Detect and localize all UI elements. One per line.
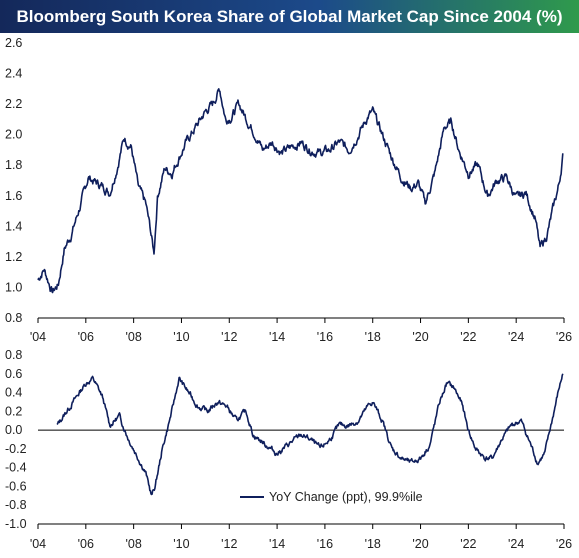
x-tick-label: '18 (365, 537, 381, 551)
x-tick-label: '08 (125, 537, 141, 551)
x-tick-label: '16 (317, 330, 333, 344)
x-tick-label: '16 (317, 537, 333, 551)
x-tick-label: '24 (508, 537, 524, 551)
y-tick-label: -0.2 (5, 442, 27, 456)
y-tick-label: -0.6 (5, 479, 27, 493)
x-tick-label: '26 (556, 537, 572, 551)
y-tick-label: 1.4 (5, 219, 22, 233)
x-tick-label: '24 (508, 330, 524, 344)
x-tick-label: '22 (460, 537, 476, 551)
share-panel: 0.8 1.0 1.2 1.4 1.6 1.8 2.0 2.2 2.4 2.6 '04 '06 '08 '… (5, 36, 572, 344)
series-line (57, 374, 563, 495)
y-tick-label: 1.2 (5, 250, 22, 264)
y-tick-label: 1.6 (5, 189, 22, 203)
x-tick-label: '14 (269, 537, 285, 551)
y-tick-label: 0.0 (5, 423, 22, 437)
y-tick-label: -0.8 (5, 498, 27, 512)
y-tick-label: 0.6 (5, 367, 22, 381)
x-tick-label: '20 (412, 537, 428, 551)
x-tick-label: '06 (78, 537, 94, 551)
x-tick-label: '12 (221, 330, 237, 344)
x-tick-label: '12 (221, 537, 237, 551)
y-tick-label: 2.0 (5, 128, 22, 142)
y-tick-label: 1.8 (5, 158, 22, 172)
y-tick-label: 0.8 (5, 348, 22, 362)
y-tick-label: 1.0 (5, 280, 22, 294)
y-tick-label: 2.4 (5, 67, 22, 81)
yoy-panel: -1.0 -0.8 -0.6 -0.4 -0.2 0.0 0.2 0.4 0.6 0.8 '04 '0… (5, 348, 572, 551)
x-tick-label: '08 (125, 330, 141, 344)
y-tick-label: 2.2 (5, 97, 22, 111)
x-tick-label: '20 (412, 330, 428, 344)
x-tick-label: '10 (173, 330, 189, 344)
x-tick-label: '14 (269, 330, 285, 344)
x-tick-label: '04 (30, 330, 46, 344)
legend-label: YoY Change (ppt), 99.9%ile (269, 490, 423, 504)
series-line (38, 89, 563, 293)
x-tick-label: '10 (173, 537, 189, 551)
x-tick-label: '04 (30, 537, 46, 551)
x-tick-label: '18 (365, 330, 381, 344)
x-tick-label: '22 (460, 330, 476, 344)
x-tick-label: '06 (78, 330, 94, 344)
y-tick-label: -1.0 (5, 517, 27, 531)
y-tick-label: 0.8 (5, 311, 22, 325)
y-tick-label: -0.4 (5, 461, 27, 475)
y-tick-label: 0.2 (5, 404, 22, 418)
y-tick-label: 2.6 (5, 36, 22, 50)
y-tick-label: 0.4 (5, 386, 22, 400)
x-tick-label: '26 (556, 330, 572, 344)
